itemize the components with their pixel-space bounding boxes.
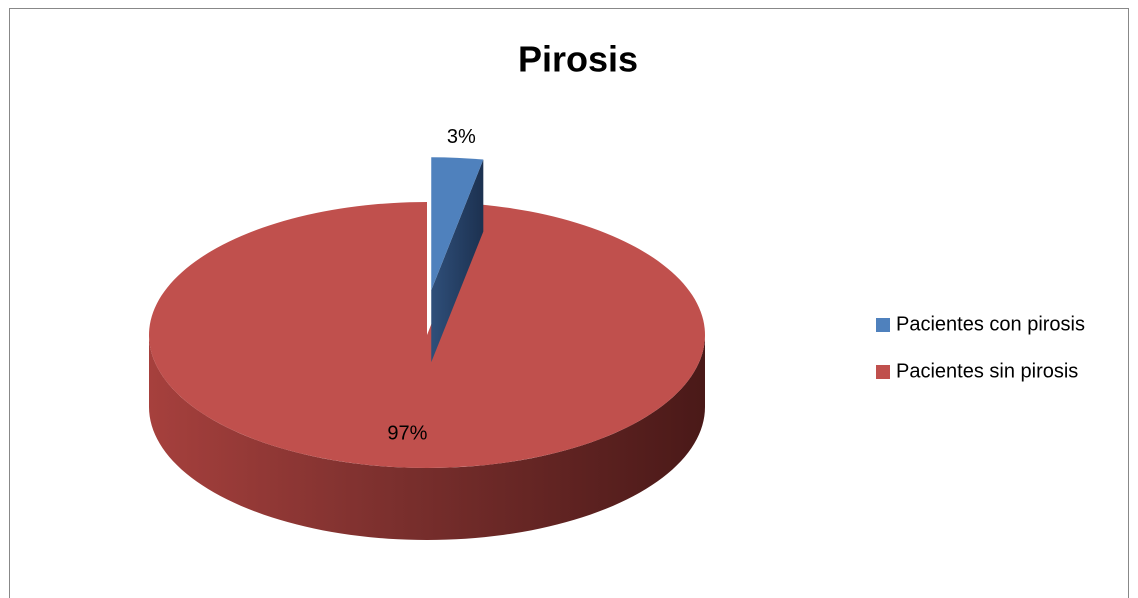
pie-slice-side — [149, 335, 705, 540]
pie-slice — [431, 157, 484, 291]
data-label: 97% — [387, 423, 427, 445]
legend-label: Pacientes sin pirosis — [896, 360, 1078, 382]
legend-swatch — [876, 318, 890, 332]
pie-slice-face — [431, 159, 484, 363]
chart-title: Pirosis — [518, 39, 638, 80]
pie-slice — [149, 202, 706, 468]
legend-swatch — [876, 365, 890, 379]
legend-label: Pacientes con pirosis — [896, 313, 1085, 335]
data-label: 3% — [447, 126, 476, 148]
